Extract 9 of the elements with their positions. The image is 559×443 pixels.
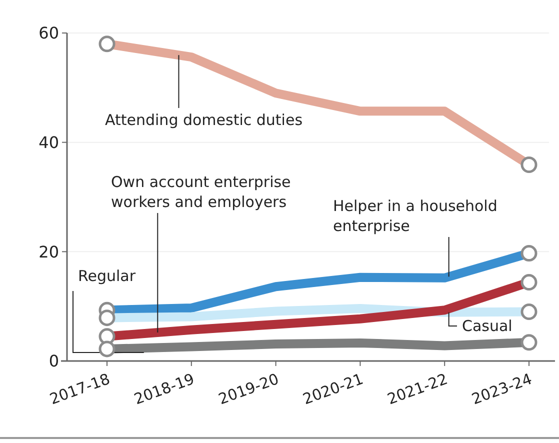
- text: Own account enterprise workers and employers: [111, 173, 291, 211]
- series-label: Casual: [462, 317, 512, 335]
- text: Regular: [78, 267, 136, 285]
- y-tick-label: 60: [38, 24, 59, 43]
- series-label: Helper in a household enterprise: [333, 197, 498, 235]
- y-tick-label: 20: [38, 242, 59, 262]
- y-tick-label: 40: [38, 132, 59, 152]
- series-label: Attending domestic duties: [105, 111, 303, 129]
- y-tick-label: 0: [48, 352, 59, 371]
